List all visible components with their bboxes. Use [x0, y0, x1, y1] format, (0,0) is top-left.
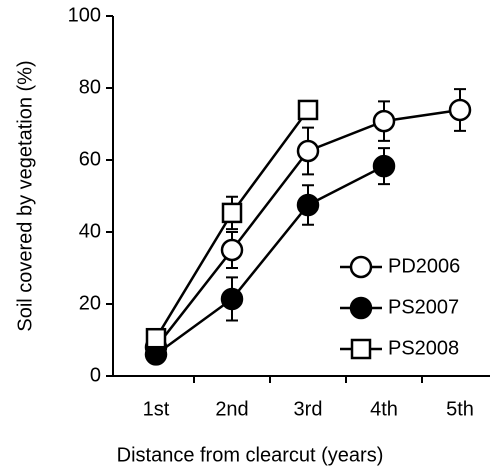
series-line [155, 165, 385, 356]
y-tick-label: 20 [79, 292, 101, 314]
point [296, 193, 320, 217]
legend-label: PS2007 [388, 296, 459, 318]
legend-marker [349, 255, 373, 279]
y-tick-label: 80 [79, 76, 101, 98]
legend-label: PD2006 [388, 255, 460, 277]
y-tick-label: 0 [90, 364, 101, 386]
x-tick-label: 5th [446, 398, 474, 420]
point [372, 154, 396, 178]
x-tick-label: 1st [143, 398, 170, 420]
y-tick-label: 60 [79, 148, 101, 170]
y-tick-label: 40 [79, 220, 101, 242]
y-tick-label: 100 [68, 4, 101, 26]
point [372, 109, 396, 133]
point [220, 287, 244, 311]
point [448, 98, 472, 122]
point [297, 99, 319, 121]
point [296, 139, 320, 163]
x-tick-label: 3rd [294, 398, 323, 420]
point [221, 202, 243, 224]
x-tick-label: 4th [370, 398, 398, 420]
point [220, 238, 244, 262]
x-axis-label: Distance from clearcut (years) [117, 444, 384, 466]
legend-marker [349, 296, 373, 320]
legend-marker [350, 338, 372, 360]
legend-label: PS2008 [388, 337, 459, 359]
point [145, 327, 167, 349]
x-tick-label: 2nd [215, 398, 248, 420]
y-axis-label: Soil covered by vegetation (%) [14, 60, 36, 331]
